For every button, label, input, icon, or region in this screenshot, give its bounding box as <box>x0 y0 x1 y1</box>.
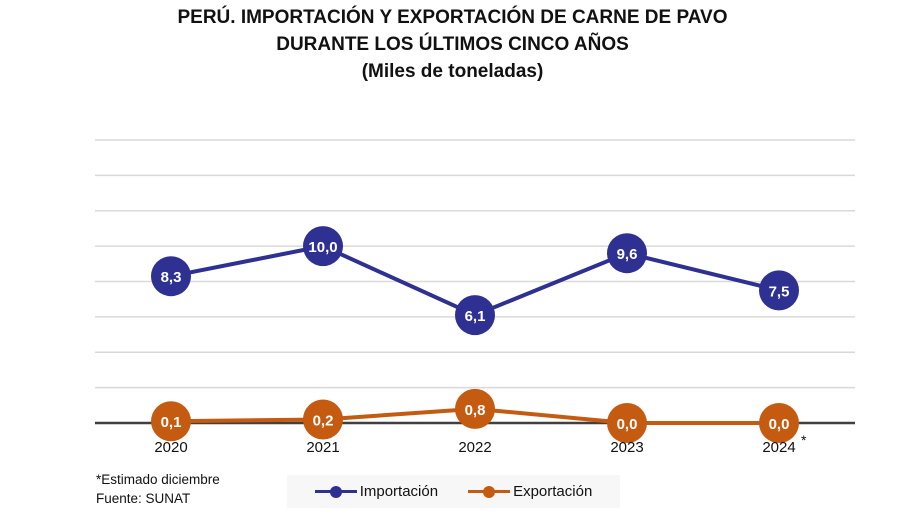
estimate-note: *Estimado diciembre <box>96 472 220 487</box>
data-point-importacion <box>607 233 647 274</box>
chart-title-line-2: DURANTE LOS ÚLTIMOS CINCO AÑOS <box>276 34 629 55</box>
chart-subtitle-units: (Miles de toneladas) <box>361 61 544 82</box>
x-tick-label: 2023 <box>610 439 643 456</box>
data-label-exportacion: 0,0 <box>617 416 638 433</box>
legend-item-importacion: Importación <box>314 483 439 500</box>
estimate-asterisk: * <box>801 432 807 448</box>
chart-title-line-1: PERÚ. IMPORTACIÓN Y EXPORTACIÓN DE CARNE… <box>177 7 728 28</box>
data-point-importacion <box>303 226 343 267</box>
x-tick-label: 2021 <box>306 439 339 456</box>
x-tick-label: 2022 <box>458 439 491 456</box>
legend: Importación Exportación <box>287 475 620 508</box>
data-point-importacion <box>759 270 799 311</box>
footnote: *Estimado diciembre Fuente: SUNAT <box>96 470 220 508</box>
legend-label-exportacion: Exportación <box>513 483 593 500</box>
data-label-exportacion: 0,0 <box>769 416 790 433</box>
legend-swatch-exportacion <box>468 485 511 498</box>
data-label-importacion: 9,6 <box>617 246 638 263</box>
data-point-exportacion <box>759 403 799 443</box>
data-label-importacion: 10,0 <box>308 239 337 256</box>
data-label-importacion: 8,3 <box>161 269 182 286</box>
data-label-exportacion: 0,1 <box>161 414 182 431</box>
data-point-exportacion <box>607 403 647 443</box>
data-label-importacion: 6,1 <box>465 308 486 325</box>
data-point-importacion <box>151 256 191 297</box>
data-label-exportacion: 0,8 <box>465 402 486 419</box>
data-label-importacion: 7,5 <box>769 283 790 300</box>
data-point-exportacion <box>303 399 343 440</box>
x-tick-label: 2024 <box>762 439 795 456</box>
data-points: 8,3 10,0 6,1 9,6 7,5 0,1 0,2 0,8 0,0 0,0 <box>151 226 799 443</box>
data-label-exportacion: 0,2 <box>313 412 334 429</box>
x-tick-label: 2020 <box>154 439 187 456</box>
legend-label-importacion: Importación <box>359 483 439 500</box>
chart-title: PERÚ. IMPORTACIÓN Y EXPORTACIÓN DE CARNE… <box>0 4 905 85</box>
data-point-exportacion <box>151 401 191 442</box>
x-axis-tick-labels: 2020 2021 2022 2023 2024 * <box>154 432 807 456</box>
legend-swatch-importacion <box>314 485 357 498</box>
legend-item-exportacion: Exportación <box>468 483 592 500</box>
data-point-importacion <box>455 295 495 336</box>
source-note: Fuente: SUNAT <box>96 491 191 506</box>
data-point-exportacion <box>455 388 495 429</box>
